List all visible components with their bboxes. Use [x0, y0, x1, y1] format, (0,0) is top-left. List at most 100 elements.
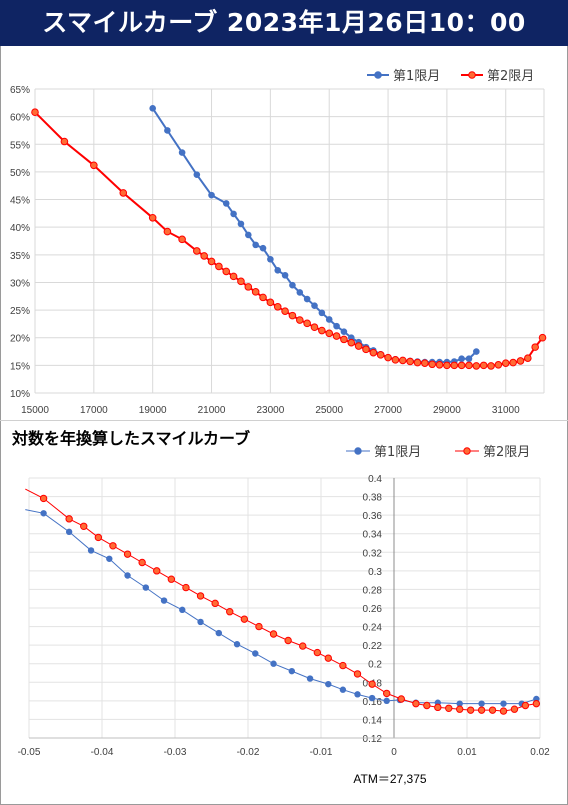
data-point: [230, 210, 237, 218]
data-point: [87, 547, 95, 554]
smile-curve-chart: 10% 15% 20% 25% 30% 35% 40% 45% 50% 55% 60% 65% 1500…: [10, 69, 547, 416]
data-point: [80, 522, 88, 530]
data-point: [178, 235, 186, 244]
data-point: [193, 171, 201, 178]
x-tick-label: 27000: [374, 405, 402, 416]
data-point: [124, 572, 131, 579]
data-point: [318, 309, 326, 317]
y-tick-label: 0.12: [363, 734, 383, 745]
data-point: [445, 704, 453, 712]
x-tick-label: 0.02: [530, 747, 550, 758]
data-point: [479, 361, 488, 370]
data-point: [270, 660, 277, 667]
data-point: [182, 583, 190, 592]
data-point: [325, 316, 333, 323]
data-point: [31, 108, 39, 117]
data-point: [229, 272, 238, 281]
legend-marker: [354, 447, 362, 455]
y-tick-label: 0.22: [363, 641, 383, 652]
data-point: [487, 362, 495, 370]
data-point: [325, 680, 332, 688]
data-point: [299, 642, 307, 650]
data-point: [65, 515, 73, 523]
y-tick-label: 0.36: [363, 511, 383, 522]
chart-title: 対数を年換算したスマイルカーブ: [11, 429, 250, 448]
data-point: [178, 149, 186, 156]
data-point: [465, 361, 473, 370]
data-point: [222, 200, 230, 207]
data-point: [222, 267, 231, 276]
x-tick-label: 23000: [256, 405, 284, 416]
data-point: [288, 311, 297, 320]
data-point: [306, 675, 314, 682]
data-point: [368, 680, 376, 688]
data-point: [450, 361, 459, 370]
data-point: [237, 220, 245, 228]
data-point: [207, 257, 216, 266]
data-point: [138, 558, 146, 567]
data-point: [311, 302, 318, 309]
data-point: [324, 654, 332, 662]
data-point: [477, 706, 486, 714]
data-point: [423, 701, 431, 710]
y-tick-label: 0.24: [363, 623, 383, 634]
data-point: [500, 700, 507, 707]
data-point: [296, 289, 304, 296]
data-point: [119, 189, 128, 197]
data-point: [215, 262, 223, 271]
data-point: [226, 608, 234, 616]
data-point: [288, 667, 295, 675]
data-point: [494, 361, 503, 369]
data-point: [274, 266, 282, 274]
data-point: [164, 127, 171, 134]
data-point: [196, 592, 205, 600]
data-point: [458, 355, 465, 363]
data-point: [347, 338, 356, 347]
data-point: [383, 697, 390, 705]
y-tick-label: 60%: [10, 113, 30, 124]
data-point: [109, 542, 117, 550]
legend: 第1限月 第2限月: [346, 445, 530, 460]
data-point: [339, 686, 347, 693]
x-tick-label: 25000: [315, 405, 343, 416]
y-tick-label: 55%: [10, 140, 30, 151]
legend-marker: [463, 447, 471, 455]
data-point: [193, 247, 201, 255]
data-point: [384, 353, 392, 362]
series-line: [151, 107, 478, 363]
legend-label: 第1限月: [393, 69, 440, 84]
data-point: [516, 357, 525, 365]
x-tick-label: 15000: [21, 405, 49, 416]
data-point: [333, 322, 340, 330]
y-tick-label: 25%: [10, 306, 30, 317]
data-point: [252, 241, 259, 249]
data-point: [40, 510, 47, 517]
y-tick-label: 10%: [10, 389, 30, 400]
data-point: [369, 348, 378, 357]
data-point: [94, 533, 103, 542]
data-point: [281, 307, 289, 315]
data-point: [313, 648, 322, 657]
data-point: [510, 705, 519, 713]
x-tick-label: 31000: [492, 405, 520, 416]
data-point: [259, 244, 267, 252]
data-point: [200, 252, 208, 260]
data-point: [376, 351, 385, 359]
y-tick-label: 45%: [10, 196, 30, 207]
data-point: [197, 618, 204, 626]
data-point: [397, 695, 405, 703]
y-tick-label: 20%: [10, 334, 30, 345]
series-layer: [25, 488, 541, 715]
x-tick-label: -0.03: [164, 747, 187, 758]
data-point: [457, 361, 466, 370]
data-point: [340, 328, 348, 335]
data-point: [273, 302, 282, 311]
data-point: [149, 105, 156, 112]
y-tick-label: 0.3: [368, 567, 382, 578]
data-point: [521, 701, 530, 710]
x-tick-label: 21000: [198, 405, 226, 416]
legend-label: 第2限月: [487, 69, 534, 84]
data-point: [354, 342, 363, 350]
data-point: [325, 329, 334, 338]
x-tick-label: -0.05: [18, 747, 41, 758]
